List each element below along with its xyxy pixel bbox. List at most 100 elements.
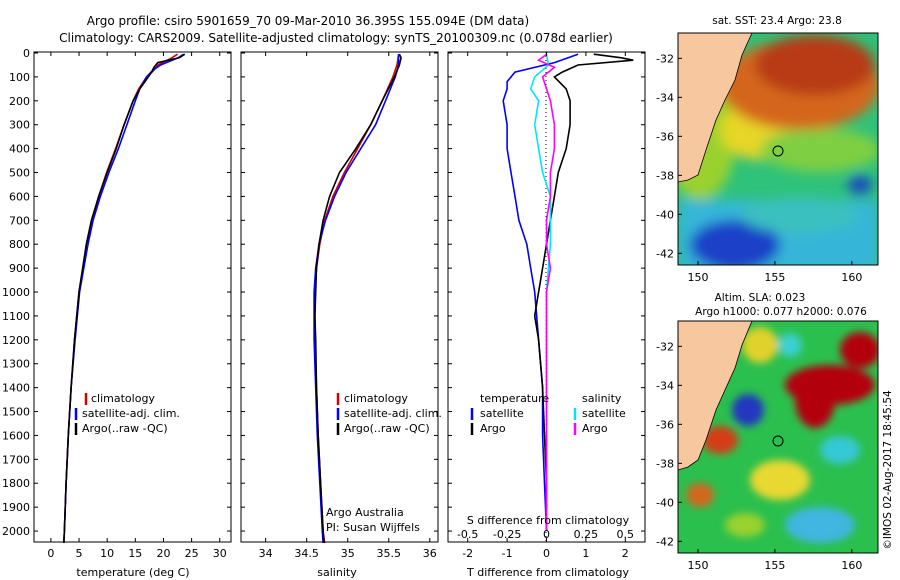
- y-tick-label: 800: [9, 238, 30, 251]
- sla-frame: [677, 320, 879, 554]
- y-tick-label: 100: [9, 71, 30, 84]
- difference-xlabel: T difference from climatology: [466, 566, 629, 579]
- temperature-panel: 0 5 10 15 20 25 30 0 100 200 300 400 500 600 700 800 90…: [2, 47, 232, 579]
- map-lat-label: -32: [656, 52, 674, 65]
- s-diff-tick-label: -0.5: [457, 528, 478, 541]
- legend-sal-satellite-label: satellite-adj. clim.: [344, 407, 442, 420]
- series-salinity-argo: [537, 53, 556, 531]
- s-diff-tick-label: 0.5: [617, 528, 635, 541]
- y-tick-label: 500: [9, 167, 30, 180]
- x-tick-label: 0: [543, 547, 550, 560]
- legend-sal-argo-label: Argo(..raw -QC): [344, 422, 430, 435]
- legend-argo-label: Argo(..raw -QC): [82, 422, 168, 435]
- y-tick-label: 1900: [2, 501, 30, 514]
- y-tick-label: 1000: [2, 286, 30, 299]
- y-tick-label: 1400: [2, 382, 30, 395]
- map-lat-label: -38: [656, 169, 674, 182]
- series-climatology: [63, 53, 178, 544]
- y-tick-label: 300: [9, 119, 30, 132]
- y-tick-label: 1500: [2, 406, 30, 419]
- map-lon-label: 155: [764, 271, 785, 284]
- map-lat-label: -42: [656, 535, 674, 548]
- x-tick-label: 35: [341, 547, 355, 560]
- legend-satellite-label: satellite-adj. clim.: [82, 407, 180, 420]
- y-tick-label: 1200: [2, 334, 30, 347]
- x-tick-label: 20: [156, 547, 170, 560]
- x-tick-label: 15: [128, 547, 142, 560]
- x-tick-label: 35.5: [377, 547, 402, 560]
- y-tick-label: 900: [9, 262, 30, 275]
- difference-panel: -2 -1 0 1 2 -0.5 -0.25 0 0.25 0.5 S difference f…: [447, 51, 646, 579]
- x-tick-label: 5: [76, 547, 83, 560]
- map-lat-label: -40: [656, 496, 674, 509]
- series-satellite: [313, 54, 400, 544]
- y-tick-label: 1600: [2, 429, 30, 442]
- temperature-xlabel: temperature (deg C): [76, 566, 189, 579]
- x-tick-label: 1: [582, 547, 589, 560]
- map-lat-label: -38: [656, 457, 674, 470]
- s-diff-tick-label: 0.25: [574, 528, 599, 541]
- y-tick-label: 200: [9, 95, 30, 108]
- x-tick-label: 25: [185, 547, 199, 560]
- y-tick-label: 0: [23, 47, 30, 60]
- series-temperature-satellite: [502, 53, 579, 532]
- sst-field: [678, 33, 878, 265]
- salinity-axes-frame: [240, 51, 439, 543]
- map-lat-label: -40: [656, 208, 674, 221]
- sla-map: Altim. SLA: 0.023 Argo h1000: 0.077 h200…: [656, 292, 879, 572]
- s-diff-tick-label: 0: [543, 528, 550, 541]
- series-argo: [63, 53, 186, 544]
- series-climatology: [314, 54, 400, 544]
- sla-title2: Argo h1000: 0.077 h2000: 0.076: [695, 306, 867, 318]
- legend-t-argo-label: Argo: [480, 422, 506, 435]
- x-tick-label: 30: [213, 547, 227, 560]
- legend-t-satellite-label: satellite: [480, 407, 524, 420]
- imos-credit: ©IMOS 02-Aug-2017 18:45:54: [882, 390, 894, 550]
- legend-s-argo-label: Argo: [582, 422, 608, 435]
- map-lat-label: -36: [656, 130, 674, 143]
- title-line1: Argo profile: csiro 5901659_70 09-Mar-20…: [87, 14, 529, 28]
- x-tick-label: 34.5: [294, 547, 319, 560]
- legend-climatology-label: climatology: [91, 392, 155, 405]
- x-tick-label: 34: [259, 547, 273, 560]
- salinity-panel: 34 34.5 35 35.5 36 salinity climatology sate…: [240, 51, 442, 579]
- credit-line1: Argo Australia: [326, 506, 404, 519]
- series-salinity-satellite: [529, 54, 552, 531]
- map-lon-label: 155: [764, 559, 785, 572]
- map-lon-label: 150: [688, 271, 709, 284]
- map-lon-label: 150: [688, 559, 709, 572]
- map-lat-label: -42: [656, 247, 674, 260]
- s-diff-tick-label: -0.25: [493, 528, 521, 541]
- y-tick-label: 1700: [2, 453, 30, 466]
- map-lon-label: 160: [841, 271, 862, 284]
- x-tick-label: 36: [423, 547, 437, 560]
- map-lat-label: -32: [656, 340, 674, 353]
- y-tick-label: 700: [9, 214, 30, 227]
- sst-map: sat. SST: 23.4 Argo: 23.8 -32 -34 -36 -38 -4…: [656, 15, 879, 284]
- y-tick-label: 400: [9, 143, 30, 156]
- sst-title: sat. SST: 23.4 Argo: 23.8: [712, 15, 842, 27]
- sst-frame: [677, 32, 879, 266]
- map-lat-label: -34: [656, 379, 674, 392]
- map-lat-label: -36: [656, 418, 674, 431]
- y-tick-label: 1300: [2, 358, 30, 371]
- x-tick-label: 0: [47, 547, 54, 560]
- title-line2: Climatology: CARS2009. Satellite-adjuste…: [59, 31, 613, 45]
- temperature-axes-frame: [33, 51, 232, 543]
- y-tick-label: 600: [9, 190, 30, 203]
- x-tick-label: -2: [462, 547, 473, 560]
- sla-profile-marker: [772, 435, 784, 447]
- series-temperature-argo: [533, 53, 634, 531]
- y-tick-label: 1100: [2, 310, 30, 323]
- x-tick-label: -1: [502, 547, 513, 560]
- sla-field: [678, 321, 878, 553]
- series-argo: [314, 53, 402, 544]
- legend-s-satellite-label: satellite: [582, 407, 626, 420]
- map-lon-label: 160: [841, 559, 862, 572]
- y-tick-label: 1800: [2, 477, 30, 490]
- legend-salinity-head: salinity: [582, 392, 622, 405]
- legend-temperature-head: temperature: [480, 392, 549, 405]
- sst-profile-marker: [772, 145, 784, 157]
- map-lat-label: -34: [656, 91, 674, 104]
